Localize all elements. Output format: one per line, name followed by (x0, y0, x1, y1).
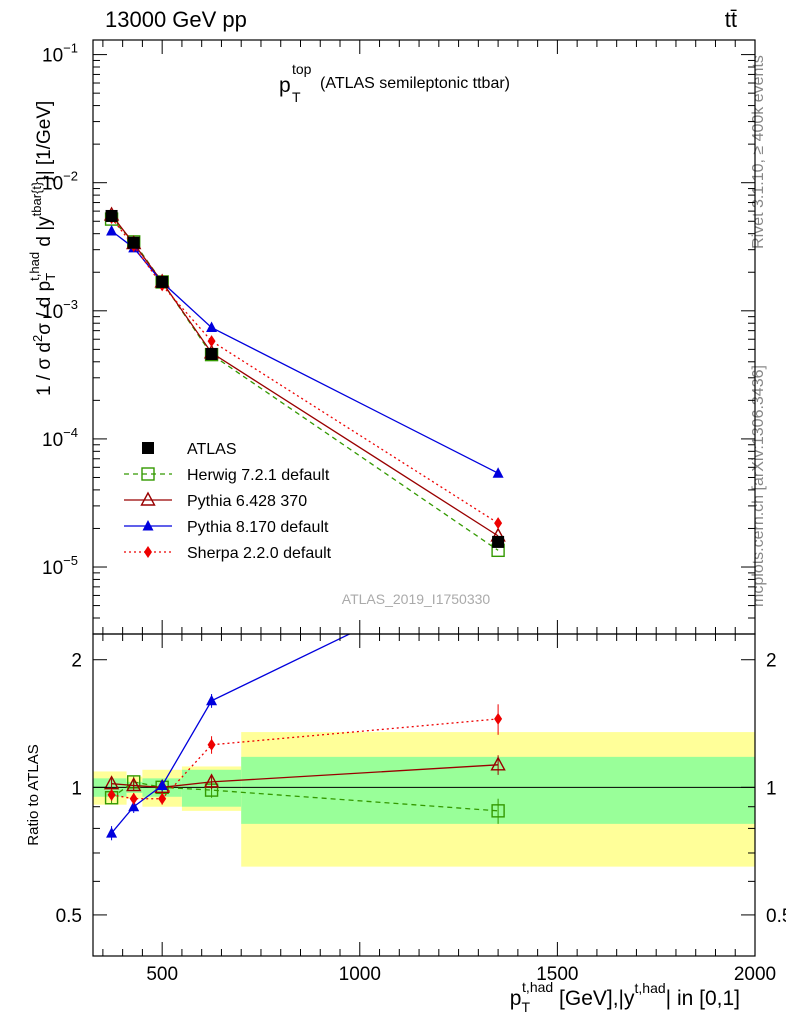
ratio-y-tick-label: 0.5 (56, 906, 82, 927)
legend-label: Sherpa 2.2.0 default (187, 545, 332, 562)
y-tick-label: 10−2 (42, 169, 78, 195)
legend-marker (140, 491, 156, 506)
series-point (106, 224, 118, 236)
legend-label: Herwig 7.2.1 default (187, 467, 330, 484)
process-label: tt̄ (725, 7, 737, 32)
rivet-label: Rivet 3.1.10, ≥ 400k events (750, 55, 767, 249)
plot-title-rest: (ATLAS semileptonic ttbar) (320, 75, 510, 92)
analysis-id: ATLAS_2019_I1750330 (342, 591, 491, 607)
series-line (111, 230, 499, 474)
ratio-frame (92, 633, 756, 957)
main-series (103, 206, 506, 558)
main-panel (103, 206, 506, 558)
uncertainty-bands (93, 732, 755, 867)
ratio-point (128, 800, 140, 812)
ratio-y-tick-label: 1 (766, 778, 777, 799)
plot-title-sub: T (292, 89, 301, 105)
x-tick-label: 1000 (339, 964, 381, 985)
x-tick-label: 500 (146, 964, 178, 985)
series-point (207, 335, 216, 348)
ratio-point (494, 712, 503, 725)
ratio-y-label: Ratio to ATLAS (25, 744, 42, 845)
ratio-series (103, 556, 506, 841)
ratio-point (491, 804, 505, 818)
ratio-point (206, 694, 218, 706)
series-point (206, 321, 218, 333)
data-point (492, 535, 505, 548)
ratio-point (493, 556, 504, 567)
legend-marker (142, 442, 154, 454)
data-point (105, 209, 118, 222)
legend: ATLAS Herwig 7.2.1 default Pythia 6.428 37… (124, 441, 332, 562)
y-tick-label: 10−3 (42, 297, 78, 323)
legend-marker (141, 467, 155, 481)
data-point (205, 348, 218, 361)
y-tick-label: 10−1 (42, 41, 78, 67)
ratio-point (207, 738, 216, 751)
x-axis-label: pTt,had [GeV],|yt,had| in [0,1] (510, 979, 740, 1015)
ratio-point (103, 775, 120, 790)
data-point (156, 275, 169, 288)
ratio-y-tick-label: 0.5 (766, 906, 786, 927)
ratio-point (107, 788, 116, 801)
ratio-y-tick-label: 2 (71, 651, 82, 672)
y-tick-label: 10−4 (42, 425, 78, 451)
mcplots-label: mcplots.cern.ch [arXiv:1306.3436] (750, 365, 767, 607)
legend-label: ATLAS (187, 441, 237, 458)
ratio-point (129, 792, 138, 805)
y-axis-label: 1 / σ d2σ / d pTt,had d |ytbar{t}}| [1/G… (27, 101, 58, 396)
y-tick-label: 10−5 (42, 553, 78, 579)
ratio-point (158, 792, 167, 805)
ratio-y-tick-label: 1 (71, 778, 82, 799)
series-point (494, 517, 503, 530)
ratio-point (203, 773, 220, 788)
ratio-point (126, 777, 142, 792)
data-point (127, 236, 140, 249)
legend-label: Pythia 6.428 370 (187, 493, 307, 510)
x-tick-label: 2000 (734, 964, 776, 985)
ratio-point (490, 756, 506, 771)
ratio-point (106, 827, 118, 838)
ratio-panel (93, 556, 755, 867)
series-point (492, 467, 504, 478)
legend-marker (142, 520, 154, 531)
plot-title-sup: top (292, 61, 312, 77)
plot-title: p (279, 74, 291, 97)
series-line (111, 217, 499, 524)
ratio-y-tick-label: 2 (766, 651, 777, 672)
energy-label: 13000 GeV pp (105, 7, 247, 32)
x-tick-label: 1500 (536, 964, 578, 985)
legend-label: Pythia 8.170 default (187, 519, 329, 536)
ratio-point (156, 779, 168, 790)
legend-marker (144, 546, 152, 558)
